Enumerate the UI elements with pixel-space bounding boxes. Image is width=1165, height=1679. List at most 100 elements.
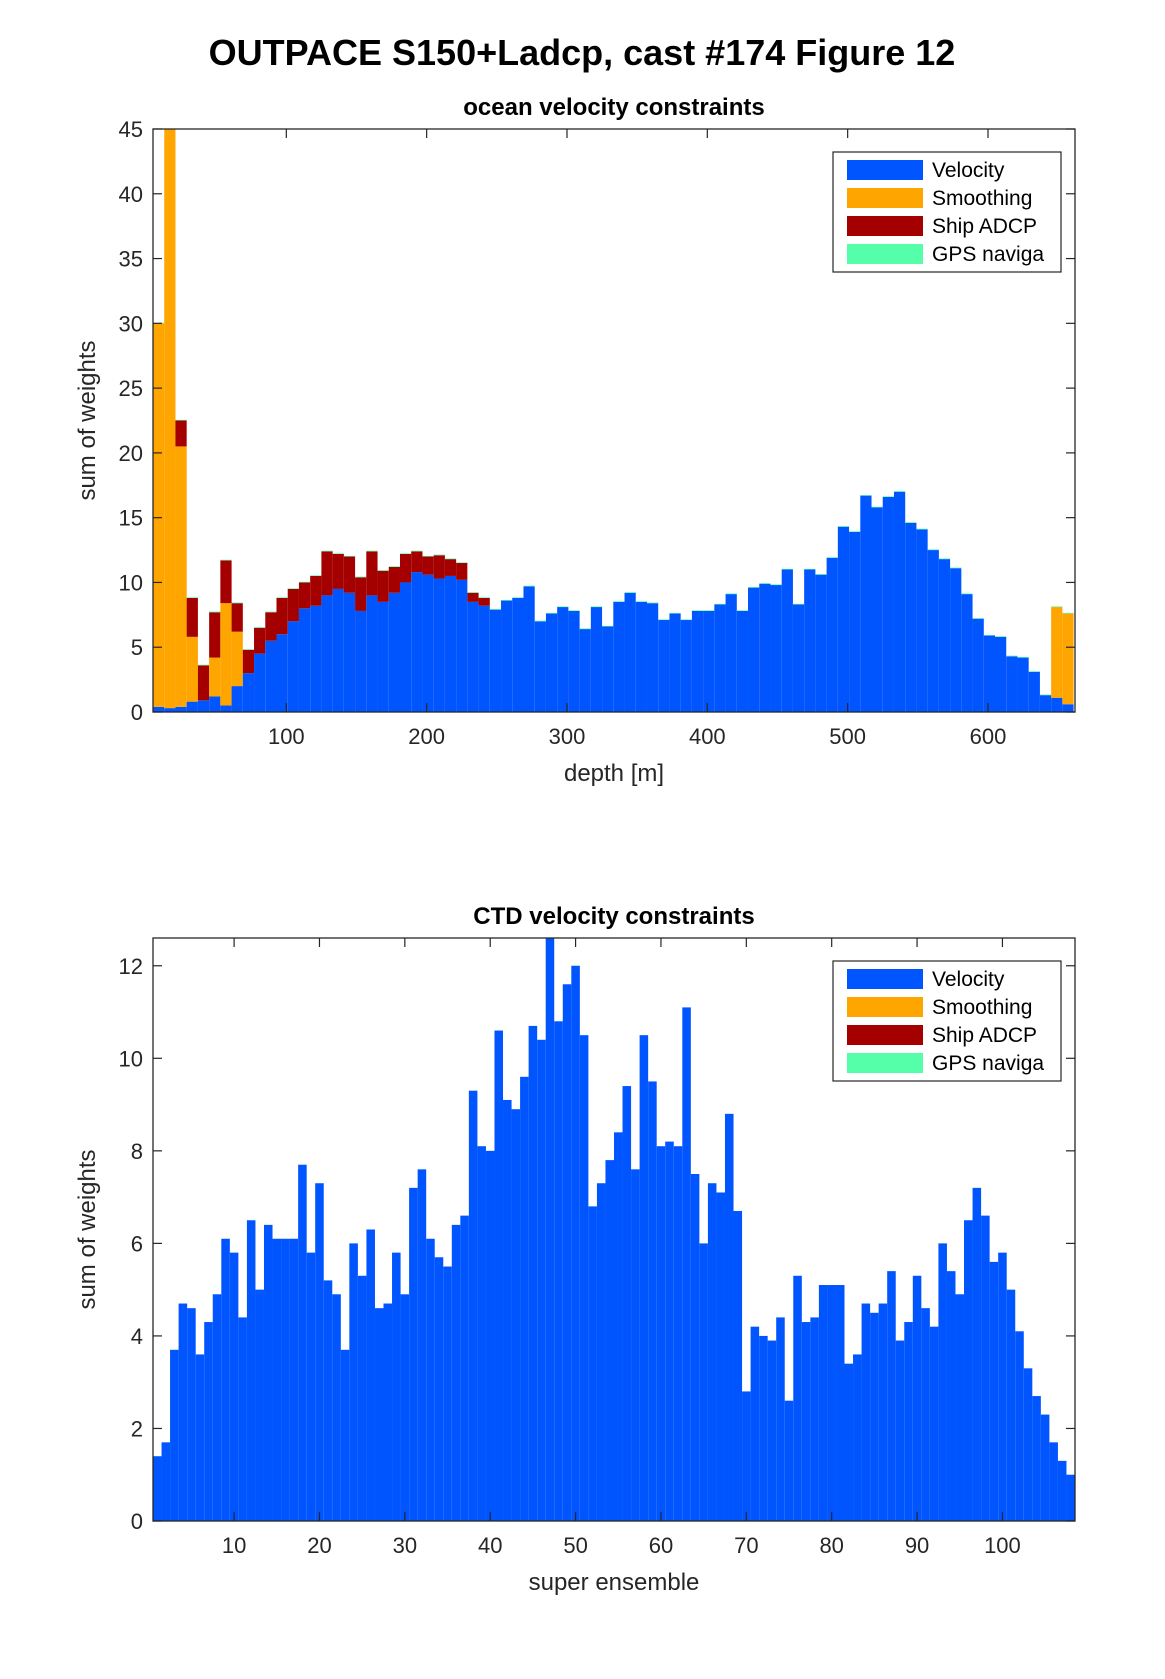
bar-velocity bbox=[624, 592, 636, 712]
bar-gps-naviga bbox=[849, 531, 861, 532]
bar-velocity bbox=[871, 507, 883, 712]
bar-velocity bbox=[170, 1349, 179, 1521]
bar-velocity bbox=[1062, 704, 1074, 712]
bar-smoothing bbox=[220, 603, 232, 706]
bar-velocity bbox=[622, 1086, 632, 1521]
bar-gps-naviga bbox=[691, 610, 704, 611]
bar-gps-naviga bbox=[321, 550, 333, 552]
bar-velocity bbox=[887, 1271, 896, 1521]
legend-label: Smoothing bbox=[932, 187, 1032, 210]
bar-gps-naviga bbox=[444, 558, 457, 560]
bar-velocity bbox=[161, 1442, 171, 1521]
bar-gps-naviga bbox=[568, 610, 580, 611]
bar-gps-naviga bbox=[242, 649, 255, 650]
bar-gps-naviga bbox=[467, 592, 479, 593]
bar-velocity bbox=[388, 592, 400, 712]
bar-velocity bbox=[195, 1354, 205, 1521]
bar-velocity bbox=[893, 491, 906, 712]
bar-gps-naviga bbox=[882, 496, 894, 497]
bar-ship-adcp bbox=[377, 570, 389, 602]
x-tick-label: 60 bbox=[649, 1533, 673, 1558]
bar-gps-naviga bbox=[590, 606, 603, 608]
bar-gps-naviga bbox=[388, 566, 400, 567]
bar-gps-naviga bbox=[287, 588, 299, 589]
bar-velocity bbox=[399, 582, 412, 712]
legend-label: Velocity bbox=[932, 968, 1005, 991]
bar-velocity bbox=[707, 1183, 717, 1521]
bar-velocity bbox=[579, 1035, 589, 1521]
bar-gps-naviga bbox=[512, 597, 524, 598]
bar-velocity bbox=[658, 620, 670, 712]
bar-velocity bbox=[357, 1275, 367, 1521]
bar-gps-naviga bbox=[646, 602, 659, 604]
bar-velocity bbox=[238, 1317, 247, 1521]
bar-velocity bbox=[781, 569, 793, 712]
bar-velocity bbox=[1006, 656, 1018, 712]
legend: Velocity Smoothing Ship ADCP GPS naviga bbox=[832, 960, 1062, 1082]
bar-velocity bbox=[736, 610, 749, 712]
bar-gps-naviga bbox=[792, 603, 805, 605]
y-tick-label: 45 bbox=[119, 117, 143, 142]
bar-velocity bbox=[579, 629, 591, 712]
bar-gps-naviga bbox=[613, 601, 625, 602]
bar-smoothing bbox=[164, 129, 176, 709]
bar-velocity bbox=[716, 1192, 725, 1521]
y-tick-label: 25 bbox=[119, 376, 143, 401]
bar-velocity bbox=[656, 1146, 666, 1521]
bar-velocity bbox=[742, 1391, 751, 1521]
bar-velocity bbox=[545, 938, 555, 1521]
bar-velocity bbox=[680, 620, 692, 712]
bar-velocity bbox=[588, 1206, 597, 1521]
bar-velocity bbox=[366, 1229, 375, 1521]
bar-smoothing bbox=[1062, 613, 1074, 705]
bar-velocity bbox=[853, 1354, 862, 1521]
bar-velocity bbox=[639, 1035, 649, 1521]
bar-velocity bbox=[298, 608, 311, 712]
bar-ship-adcp bbox=[343, 556, 356, 593]
bar-velocity bbox=[792, 604, 805, 712]
bar-velocity bbox=[989, 1261, 999, 1521]
bar-gps-naviga bbox=[534, 620, 546, 622]
bar-velocity bbox=[451, 1224, 461, 1521]
x-tick-label: 90 bbox=[905, 1533, 929, 1558]
bar-velocity bbox=[1028, 671, 1040, 712]
x-tick-label: 20 bbox=[307, 1533, 331, 1558]
bar-velocity bbox=[221, 1238, 230, 1521]
bar-velocity bbox=[983, 635, 996, 712]
bar-gps-naviga bbox=[837, 526, 850, 527]
bar-velocity bbox=[784, 1400, 794, 1521]
bar-smoothing bbox=[1051, 607, 1063, 698]
legend-swatch bbox=[847, 244, 923, 264]
bars-group bbox=[153, 938, 1075, 1521]
bar-velocity bbox=[417, 1169, 427, 1521]
bar-velocity bbox=[733, 1210, 743, 1521]
bar-gps-naviga bbox=[557, 606, 569, 608]
bar-ship-adcp bbox=[444, 559, 457, 576]
bar-ship-adcp bbox=[478, 597, 490, 606]
bar-velocity bbox=[750, 1326, 760, 1521]
legend-label: Ship ADCP bbox=[932, 1024, 1037, 1047]
bar-velocity bbox=[895, 1340, 905, 1521]
bar-velocity bbox=[332, 1294, 341, 1521]
bar-smoothing bbox=[186, 636, 198, 702]
bar-ship-adcp bbox=[433, 555, 445, 579]
bar-gps-naviga bbox=[175, 419, 187, 421]
bar-gps-naviga bbox=[355, 576, 367, 578]
x-tick-label: 500 bbox=[829, 724, 866, 749]
bar-velocity bbox=[366, 595, 378, 712]
bar-velocity bbox=[494, 1030, 504, 1521]
bar-ship-adcp bbox=[254, 627, 266, 654]
bar-velocity bbox=[263, 1224, 273, 1521]
x-tick-label: 100 bbox=[984, 1533, 1021, 1558]
bar-velocity bbox=[770, 585, 782, 712]
bar-ship-adcp bbox=[355, 577, 367, 611]
bar-velocity bbox=[860, 495, 872, 712]
bar-velocity bbox=[995, 636, 1007, 712]
bar-velocity bbox=[289, 1238, 299, 1521]
bar-velocity bbox=[340, 1349, 350, 1521]
bar-gps-naviga bbox=[220, 559, 232, 561]
bar-velocity bbox=[349, 1243, 358, 1521]
bar-velocity bbox=[392, 1252, 401, 1521]
bar-gps-naviga bbox=[635, 601, 647, 602]
bar-velocity bbox=[315, 1183, 324, 1521]
